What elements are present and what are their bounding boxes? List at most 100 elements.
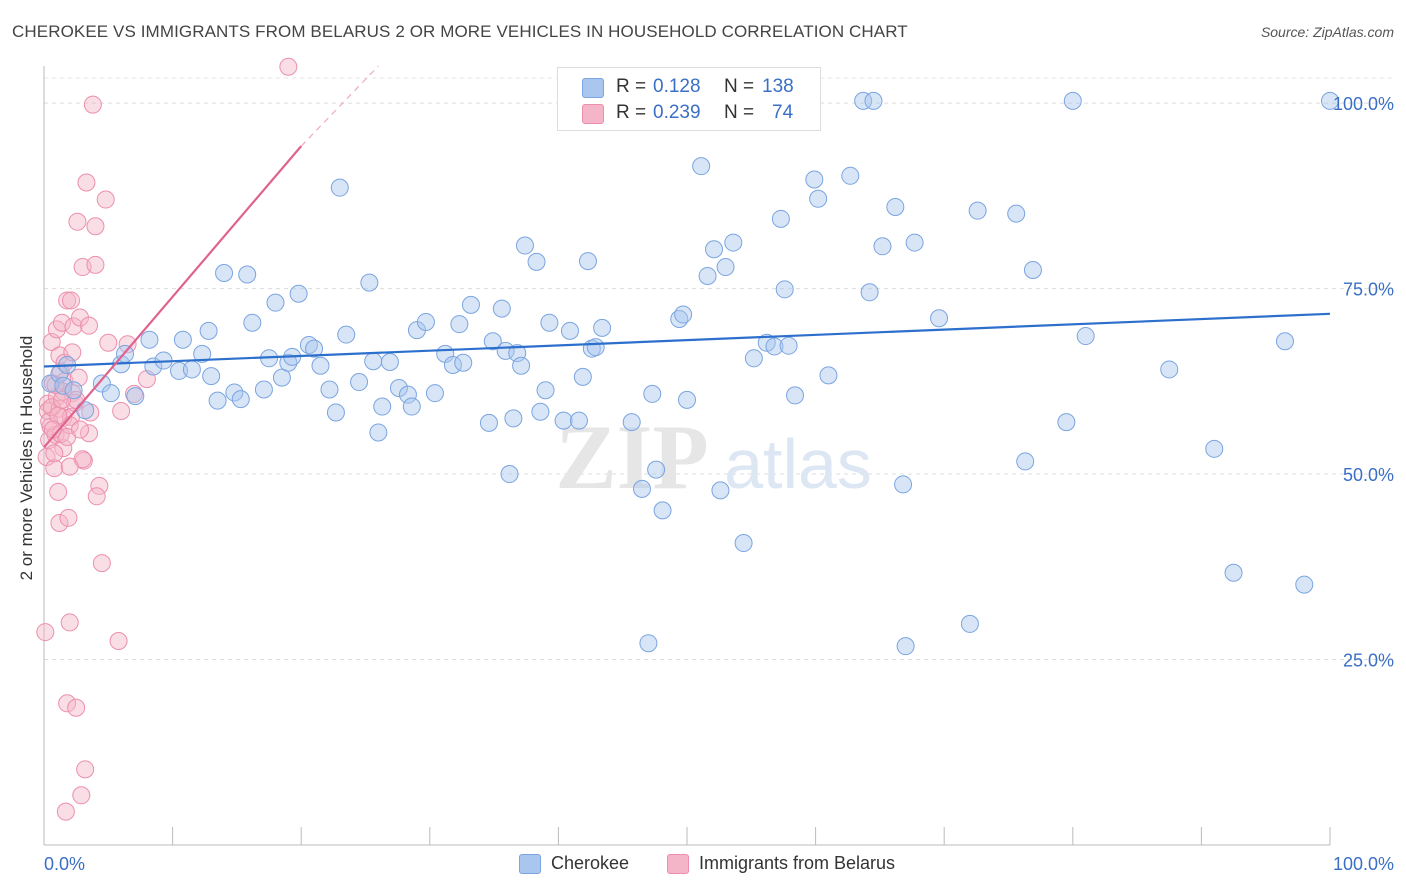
correlation-legend: R = 0.128 N = 138 R = 0.239 N = 74 (557, 67, 821, 131)
data-point-cherokee (1063, 91, 1082, 110)
data-point-belarus (40, 412, 59, 431)
data-point-cherokee (894, 475, 913, 494)
data-point-cherokee (647, 460, 666, 479)
data-point-cherokee (930, 309, 949, 328)
data-point-cherokee (819, 366, 838, 385)
data-point-cherokee (786, 386, 805, 405)
data-point-cherokee (380, 353, 399, 372)
data-point-cherokee (289, 284, 308, 303)
trendline-belarus-extension (300, 65, 379, 147)
data-point-cherokee (311, 356, 330, 375)
data-point-cherokee (886, 197, 905, 216)
data-point-belarus (50, 514, 69, 533)
data-point-cherokee (854, 91, 873, 110)
legend-label-cherokee: Cherokee (551, 853, 630, 873)
axes (43, 66, 1331, 846)
data-point-cherokee (960, 614, 979, 633)
data-point-cherokee (305, 339, 324, 358)
data-point-cherokee (724, 233, 743, 252)
data-point-cherokee (1224, 563, 1243, 582)
y-tick-label: 100.0% (1333, 94, 1394, 114)
data-point-belarus (80, 424, 99, 443)
data-point-cherokee (560, 321, 579, 340)
data-point-cherokee (140, 330, 159, 349)
data-point-belarus (49, 482, 68, 501)
data-point-cherokee (364, 352, 383, 371)
data-point-cherokee (208, 391, 227, 410)
data-point-belarus (36, 623, 55, 642)
data-point-cherokee (243, 313, 262, 332)
legend-swatch-belarus (582, 104, 604, 124)
data-point-cherokee (705, 240, 724, 259)
data-point-cherokee (360, 273, 379, 292)
data-point-cherokee (531, 402, 550, 421)
data-point-cherokee (692, 157, 711, 176)
data-point-cherokee (215, 263, 234, 282)
r-label: R = (616, 102, 647, 123)
data-point-cherokee (350, 373, 369, 392)
data-point-cherokee (170, 361, 189, 380)
data-point-cherokee (1007, 204, 1026, 223)
data-point-cherokee (653, 501, 672, 520)
data-point-belarus (86, 255, 105, 274)
data-point-cherokee (101, 384, 120, 403)
data-point-belarus (64, 317, 83, 336)
data-point-cherokee (643, 384, 662, 403)
legend-swatch-belarus (667, 854, 689, 874)
data-point-cherokee (716, 258, 735, 277)
data-point-cherokee (425, 384, 444, 403)
data-point-cherokee (492, 299, 511, 318)
data-point-belarus (279, 57, 298, 76)
data-point-cherokee (573, 367, 592, 386)
data-point-cherokee (805, 170, 824, 189)
data-point-belarus (83, 95, 102, 114)
data-point-cherokee (193, 344, 212, 363)
watermark-atlas: atlas (724, 425, 872, 503)
data-point-cherokee (225, 383, 244, 402)
data-point-cherokee (779, 336, 798, 355)
data-point-cherokee (1016, 452, 1035, 471)
series-belarus-points (36, 57, 298, 821)
data-point-cherokee (199, 321, 218, 340)
data-point-cherokee (238, 265, 257, 284)
data-point-cherokee (500, 465, 519, 484)
source-label: Source: ZipAtlas.com (1260, 24, 1394, 40)
data-point-cherokee (272, 368, 291, 387)
data-point-cherokee (504, 409, 523, 428)
data-point-cherokee (775, 280, 794, 299)
data-point-cherokee (479, 413, 498, 432)
data-point-cherokee (734, 534, 753, 553)
data-point-cherokee (711, 481, 730, 500)
data-point-cherokee (515, 236, 534, 255)
data-point-cherokee (765, 337, 784, 356)
legend-swatch-cherokee (519, 854, 541, 874)
legend-label-belarus: Immigrants from Belarus (699, 853, 896, 873)
data-point-cherokee (698, 266, 717, 285)
data-point-cherokee (389, 378, 408, 397)
grid-lines (44, 77, 1394, 661)
data-point-cherokee (330, 178, 349, 197)
data-point-cherokee (64, 381, 83, 400)
data-point-cherokee (92, 374, 111, 393)
r-label: R = (616, 76, 647, 97)
data-point-belarus (60, 457, 79, 476)
data-point-cherokee (1295, 575, 1314, 594)
data-point-cherokee (398, 385, 417, 404)
data-point-cherokee (860, 283, 879, 302)
trendline-cherokee (43, 312, 1331, 368)
data-point-cherokee (450, 315, 469, 334)
data-point-belarus (80, 316, 99, 335)
data-point-cherokee (639, 634, 658, 653)
data-point-cherokee (1321, 91, 1339, 110)
data-point-belarus (45, 444, 64, 463)
data-point-belarus (56, 802, 75, 821)
data-point-cherokee (771, 209, 790, 228)
data-point-cherokee (369, 423, 388, 442)
data-point-belarus (112, 401, 131, 420)
data-point-cherokee (182, 360, 201, 379)
data-point-cherokee (1023, 261, 1042, 280)
data-point-cherokee (841, 166, 860, 185)
data-point-belarus (92, 554, 111, 573)
trendline-belarus (43, 145, 303, 449)
